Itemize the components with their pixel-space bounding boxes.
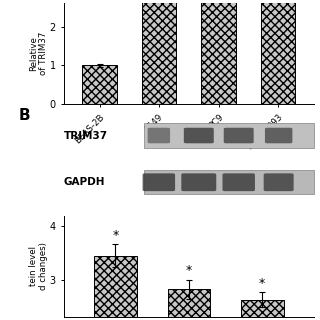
Bar	[142, 0, 176, 104]
Text: *: *	[112, 229, 118, 242]
Bar	[201, 0, 236, 104]
FancyBboxPatch shape	[222, 173, 255, 191]
FancyBboxPatch shape	[143, 173, 175, 191]
Bar	[94, 256, 137, 320]
Bar	[83, 66, 117, 104]
Bar	[167, 289, 210, 320]
FancyBboxPatch shape	[184, 128, 214, 143]
FancyBboxPatch shape	[224, 128, 254, 143]
Text: *: *	[186, 264, 192, 277]
Text: B: B	[19, 108, 31, 123]
Bar	[144, 170, 314, 195]
Text: GAPDH: GAPDH	[64, 177, 106, 187]
Text: TRIM37: TRIM37	[64, 131, 108, 140]
Y-axis label: tein level
d changes): tein level d changes)	[29, 242, 48, 290]
Text: *: *	[259, 277, 265, 290]
Bar	[261, 0, 295, 104]
Bar	[241, 300, 284, 320]
FancyBboxPatch shape	[181, 173, 216, 191]
FancyBboxPatch shape	[264, 173, 294, 191]
Y-axis label: Relative
of TRIM37: Relative of TRIM37	[28, 32, 48, 76]
Bar	[144, 123, 314, 148]
FancyBboxPatch shape	[148, 128, 170, 143]
FancyBboxPatch shape	[265, 128, 292, 143]
